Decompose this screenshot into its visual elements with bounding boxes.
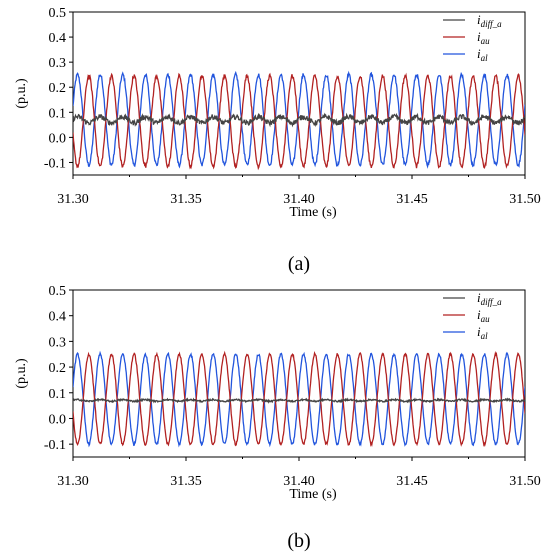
chart-panel-b: -0.1 0.0 0.1 0.2 0.3 0.4 0.5 31.30 31.35 31.40 31.… <box>14 284 541 552</box>
y-tick-label: 0.0 <box>49 131 67 146</box>
x-tick-label: 31.40 <box>283 192 315 207</box>
y-tick-label: 0.3 <box>49 56 67 71</box>
x-tick-label: 31.30 <box>57 192 89 207</box>
series-line-al <box>73 70 525 169</box>
legend-entry: ial <box>477 46 488 63</box>
x-axis-label: Time (s) <box>289 487 337 502</box>
legend-entry: iau <box>477 29 490 46</box>
y-tick-label: 0.5 <box>49 284 67 299</box>
y-tick-label: 0.5 <box>49 6 67 21</box>
x-tick-label: 31.50 <box>509 474 541 489</box>
y-tick-label: 0.3 <box>49 335 67 350</box>
y-tick-label: 0.4 <box>49 31 67 46</box>
x-tick-label: 31.35 <box>170 474 202 489</box>
series-line-diff-a <box>73 397 525 404</box>
y-tick-label: 0.0 <box>49 412 67 427</box>
y-axis-label: (p.u.) <box>14 358 29 389</box>
y-tick-label: 0.4 <box>49 310 67 325</box>
y-tick-label: 0.1 <box>49 106 67 121</box>
legend-entry: idiff_a <box>477 12 502 29</box>
y-tick-label: -0.1 <box>44 156 66 171</box>
series-line-au <box>73 72 525 171</box>
chart-panel-a: -0.1 0.0 0.1 0.2 0.3 0.4 0.5 31.30 31.35 31.40 31.… <box>14 6 541 275</box>
x-tick-label: 31.40 <box>283 474 315 489</box>
x-tick-label: 31.45 <box>396 474 428 489</box>
x-axis-label: Time (s) <box>289 205 337 220</box>
x-tick-label: 31.35 <box>170 192 202 207</box>
series-line-diff-a <box>73 112 525 128</box>
panel-caption: (a) <box>288 253 310 275</box>
panel-caption: (b) <box>287 530 310 552</box>
legend-entry: iau <box>477 307 490 324</box>
x-tick-label: 31.50 <box>509 192 541 207</box>
series-line-al <box>73 350 525 448</box>
y-tick-label: 0.2 <box>49 361 67 376</box>
series-line-au <box>73 350 525 448</box>
y-tick-label: 0.2 <box>49 81 67 96</box>
x-tick-label: 31.45 <box>396 192 428 207</box>
y-tick-label: -0.1 <box>44 438 66 453</box>
y-axis-label: (p.u.) <box>14 78 29 109</box>
y-tick-label: 0.1 <box>49 387 67 402</box>
x-tick-label: 31.30 <box>57 474 89 489</box>
legend-entry: ial <box>477 324 488 341</box>
legend-entry: idiff_a <box>477 290 502 307</box>
